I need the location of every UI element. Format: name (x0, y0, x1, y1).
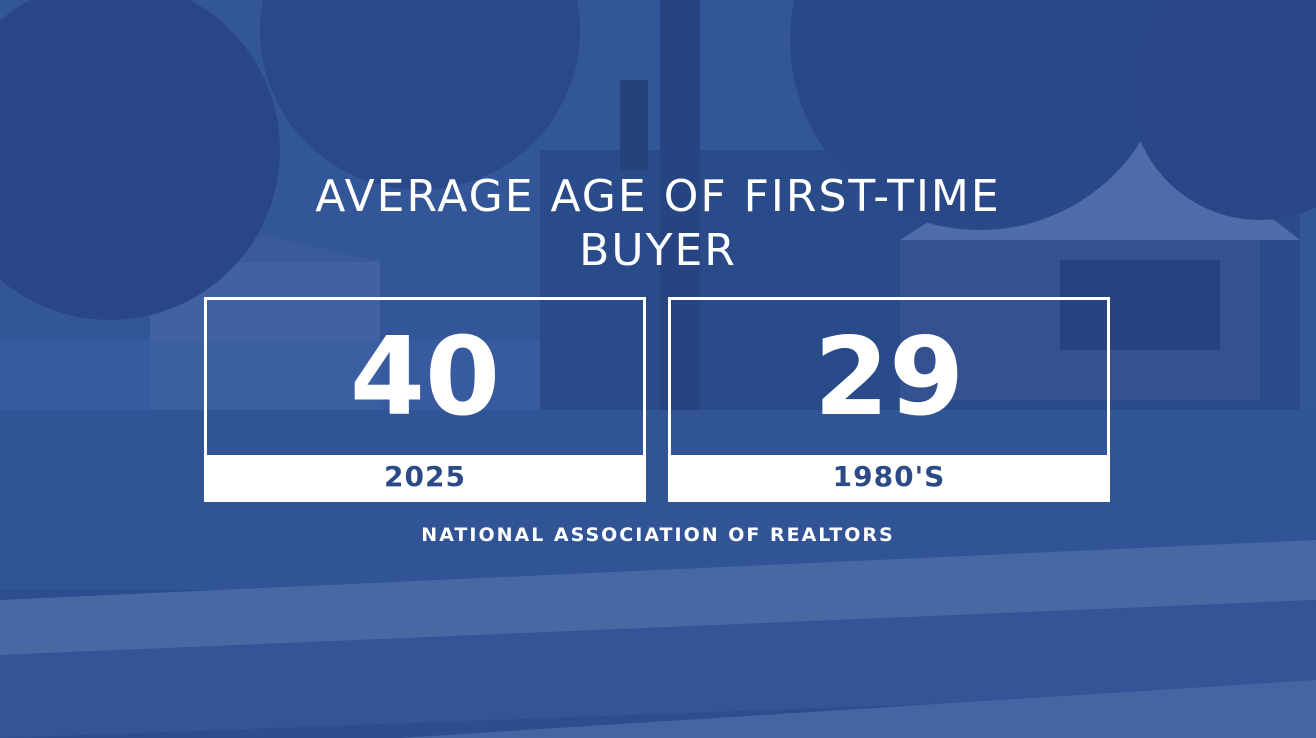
stat-value: 40 (349, 315, 501, 440)
stat-card-1980s: 29 1980'S (668, 297, 1110, 502)
title-line-2: BUYER (579, 225, 737, 276)
stat-label: 1980'S (671, 455, 1107, 499)
stat-label: 2025 (207, 455, 643, 499)
stat-card-2025: 40 2025 (204, 297, 646, 502)
title-line-1: AVERAGE AGE OF FIRST-TIME (315, 171, 1001, 222)
stat-value: 29 (813, 315, 965, 440)
source-credit: NATIONAL ASSOCIATION OF REALTORS (421, 524, 895, 546)
graphic-title: AVERAGE AGE OF FIRST-TIME BUYER (0, 170, 1316, 278)
